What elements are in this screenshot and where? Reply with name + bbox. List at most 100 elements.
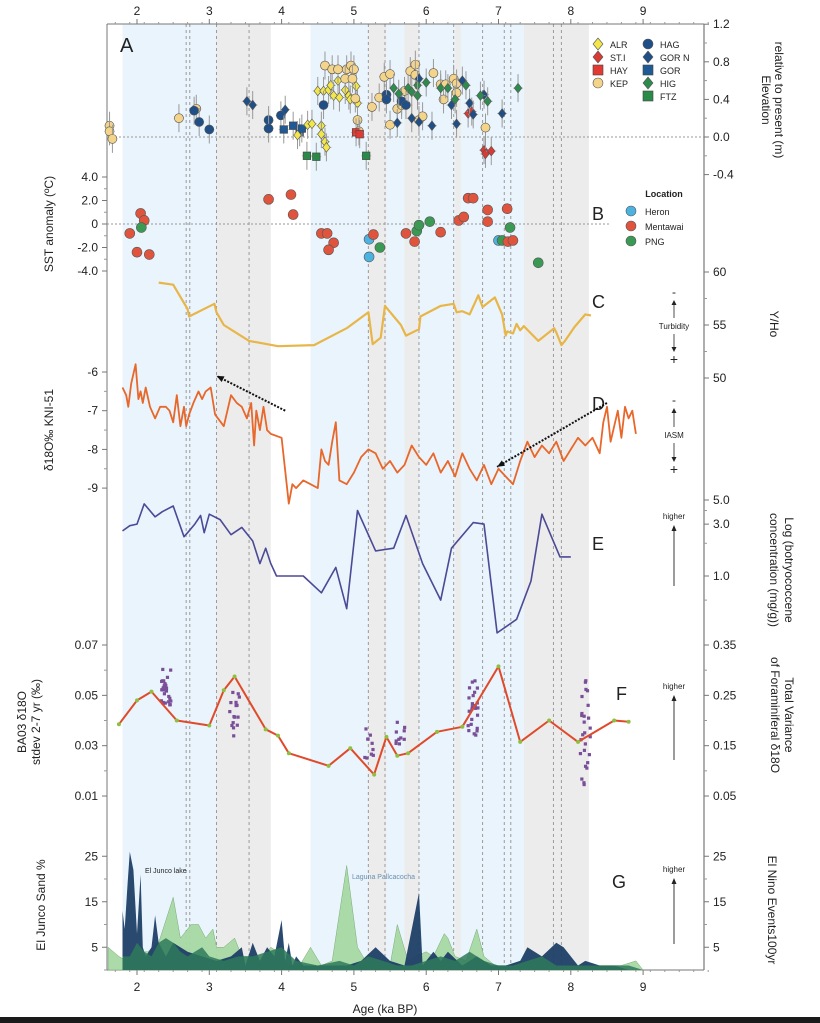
x-tick-label-top: 6 <box>423 4 430 18</box>
annotation-label: Turbidity <box>659 322 689 331</box>
data-point-hig <box>461 80 471 91</box>
legend-marker-hay <box>592 64 604 76</box>
sst-point-mentawai <box>323 244 334 256</box>
period-dashed-lines <box>185 24 562 970</box>
annotation-higher-f: higher <box>663 682 686 760</box>
foram-variance-point <box>231 721 235 725</box>
foram-variance-point <box>586 716 591 720</box>
sst-point-mentawai <box>458 211 470 223</box>
data-point-gor <box>297 124 306 133</box>
sst-point-mentawai <box>409 236 420 247</box>
f-y-tick-label: 0.01 <box>75 789 99 803</box>
data-point-hig <box>513 82 523 94</box>
yho-line <box>158 281 592 348</box>
sst-point-mentawai <box>131 246 143 258</box>
ba03-stdev-point <box>384 734 389 739</box>
legend-label: ST.I <box>610 53 626 63</box>
foram-variance-point <box>163 701 167 705</box>
sst-point-mentawai <box>435 226 446 238</box>
data-point-gorn <box>248 99 257 111</box>
x-tick-label-bottom: 4 <box>278 980 285 994</box>
foram-variance-point <box>364 727 368 731</box>
legend-label: GOR N <box>660 53 690 63</box>
c-y-tick-label: 60 <box>713 265 727 279</box>
sst-point-mentawai <box>124 228 136 239</box>
data-point-hag <box>189 105 199 116</box>
g-y-tick-label: 15 <box>85 895 99 909</box>
sst-point-png <box>532 257 544 269</box>
f-right-y-tick-label: 0.15 <box>713 739 737 753</box>
foram-variance-point <box>470 680 474 684</box>
g-right-y-tick-label: 15 <box>713 895 727 909</box>
d-y-tick-label: -6 <box>87 365 98 379</box>
ba03-stdev-point <box>372 772 377 777</box>
legend-label: Mentawai <box>645 222 684 232</box>
axes-frame: 22334455667788991.20.80.40.0-0.44.02.00-… <box>75 4 737 994</box>
ba03-stdev-point <box>406 751 411 756</box>
annotation-label: higher <box>663 682 686 691</box>
foram-variance-point <box>228 710 232 714</box>
y-label-d: δ18O‰ KNI-51 <box>42 389 56 471</box>
data-point-gorn <box>465 97 474 109</box>
foram-variance-point <box>587 753 591 757</box>
c-y-tick-label: 55 <box>713 318 727 332</box>
arrow-down-head <box>671 457 677 462</box>
foram-variance-point <box>394 730 398 734</box>
sst-point-mentawai <box>143 249 155 260</box>
ba03-stdev-point <box>547 718 552 723</box>
legend-marker-hig <box>642 76 654 90</box>
ba03-stdev-point <box>326 763 331 768</box>
f-y-tick-label: 0.03 <box>75 739 99 753</box>
ba03-stdev-point <box>221 688 226 693</box>
foram-variance-point <box>234 700 238 704</box>
foram-variance-point <box>397 742 402 746</box>
data-point-alr <box>322 142 331 153</box>
band-gray <box>216 24 271 970</box>
foram-variance-point <box>162 684 166 688</box>
data-point-kep <box>428 68 439 78</box>
sst-point-mentawai <box>507 235 519 246</box>
ba03-stdev-point <box>348 746 353 751</box>
arrow-down-head <box>671 347 677 352</box>
foram-variance-point <box>474 706 478 710</box>
data-point-gorn <box>497 108 507 119</box>
legend-label: FTZ <box>660 92 677 102</box>
data-point-gorn <box>447 99 456 111</box>
foram-variance-point <box>161 667 165 672</box>
foram-variance-point <box>582 782 586 787</box>
foram-variance-point <box>586 761 590 765</box>
arrow-up-head <box>671 695 677 701</box>
arrow-up-head <box>671 300 677 305</box>
arrow-up-head <box>671 408 677 413</box>
foram-variance-point <box>370 741 374 745</box>
d-y-tick-label: -9 <box>87 481 98 495</box>
band-blue <box>386 24 405 970</box>
d-y-tick-label: -8 <box>87 442 98 456</box>
foram-variance-point <box>467 696 471 700</box>
b-y-tick-label: -4.0 <box>77 264 98 278</box>
foram-variance-point <box>402 737 406 741</box>
legend-label: GOR <box>660 66 681 76</box>
foram-variance-point <box>163 682 167 686</box>
sst-point-png <box>136 222 147 233</box>
y-label-a-line2: relative to present (m) <box>772 42 786 159</box>
foram-variance-point <box>584 687 588 692</box>
x-tick-label-top: 5 <box>351 4 358 18</box>
e-y-tick-label: 1.0 <box>713 569 730 583</box>
g-y-tick-label: 25 <box>85 849 99 863</box>
panel-b-points <box>124 189 544 269</box>
sst-point-png <box>413 219 425 231</box>
foram-variance-point <box>231 690 235 695</box>
foram-variance-point <box>236 715 240 719</box>
legend-marker-gorn <box>642 50 654 64</box>
g-right-y-tick-label: 5 <box>713 940 720 954</box>
data-point-hag <box>263 123 274 134</box>
annotation-higher-g: higher <box>663 865 685 944</box>
ba03-stdev-point <box>518 739 523 744</box>
e-y-tick-label: 5.0 <box>713 493 730 507</box>
data-point-hag <box>318 100 329 110</box>
foram-variance-point <box>230 723 234 728</box>
legend-marker-alr <box>592 37 604 51</box>
foram-variance-point <box>475 729 479 733</box>
a-y-tick-label: 0.4 <box>713 92 730 106</box>
